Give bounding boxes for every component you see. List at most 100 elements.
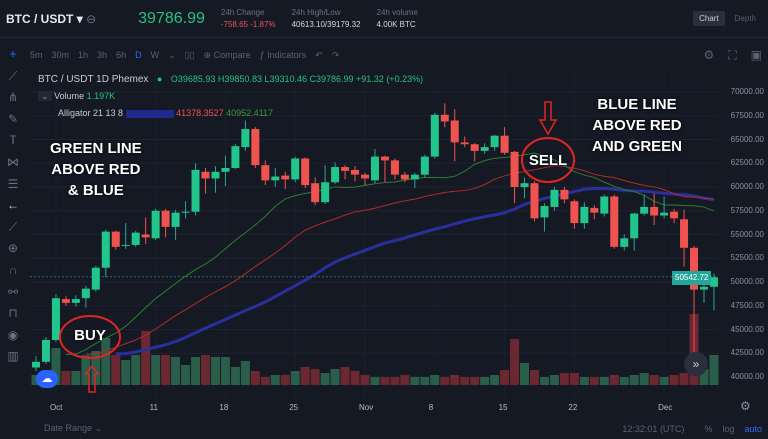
annotation-line: AND GREEN bbox=[592, 138, 683, 155]
trendline-icon[interactable]: ⟋ bbox=[8, 68, 18, 83]
time-tick-label: 22 bbox=[568, 403, 578, 412]
undo-icon[interactable]: ↶ bbox=[315, 49, 323, 60]
volume-bar bbox=[669, 375, 679, 385]
eye-icon[interactable]: ◉ bbox=[7, 327, 19, 342]
volume-bar bbox=[450, 375, 460, 385]
volume-bar bbox=[151, 355, 161, 385]
volume-bar bbox=[51, 348, 61, 385]
alligator-legend: Alligator 21 13 8 41378.3527 40952.4117 bbox=[58, 108, 273, 118]
alligator-jaw-value bbox=[125, 109, 174, 118]
volume-bar bbox=[599, 377, 609, 385]
camera-icon[interactable]: ▣ bbox=[750, 47, 762, 62]
volume-bar bbox=[589, 377, 599, 385]
interval-5m[interactable]: 5m bbox=[30, 50, 43, 60]
tab-chart[interactable]: Chart bbox=[693, 11, 725, 26]
volume-bar bbox=[569, 373, 579, 385]
volume-bar bbox=[191, 357, 201, 385]
percent-toggle[interactable]: % bbox=[704, 423, 713, 434]
indicators-label: Indicators bbox=[267, 50, 307, 60]
measure-icon[interactable]: ☰ bbox=[7, 176, 19, 191]
volume-bar bbox=[290, 371, 300, 385]
volume-bar bbox=[111, 355, 121, 385]
pitchfork-icon[interactable]: ⋔ bbox=[7, 90, 19, 105]
candle-body bbox=[590, 207, 599, 213]
volume-bar bbox=[330, 369, 340, 385]
pair-selector[interactable]: BTC / USDT ▾ ⊖ bbox=[6, 12, 96, 26]
annotation-blue-line: BLUE LINE ABOVE RED AND GREEN bbox=[592, 94, 682, 157]
chart-toolbar: 5m 30m 1h 3h 6h D W ⌄ ▯▯ ⊕ Compare ƒ Ind… bbox=[30, 44, 768, 66]
annotation-line: BLUE LINE bbox=[597, 96, 677, 113]
candle-body bbox=[161, 210, 170, 227]
alligator-jaw-line bbox=[115, 187, 715, 356]
annotation-line: ABOVE RED bbox=[592, 117, 682, 134]
price-tick-label: 67500.00 bbox=[730, 110, 764, 120]
brush-icon[interactable]: ✎ bbox=[7, 111, 19, 126]
zoom-in-icon[interactable]: ⊕ bbox=[7, 241, 19, 256]
candle-body bbox=[331, 167, 340, 183]
candle-body bbox=[709, 277, 718, 287]
magnet-icon[interactable]: ∩ bbox=[8, 262, 18, 277]
volume-bar bbox=[549, 375, 559, 385]
pattern-icon[interactable]: ⋈ bbox=[7, 154, 19, 169]
volume-bar bbox=[430, 375, 440, 385]
unlock-icon[interactable]: ⊓ bbox=[8, 306, 18, 321]
chevron-down-icon[interactable]: ⌄ bbox=[168, 49, 176, 60]
log-toggle[interactable]: log bbox=[722, 423, 735, 434]
date-range-label: Date Range bbox=[44, 423, 93, 433]
axis-settings-icon[interactable]: ⚙ bbox=[740, 399, 751, 413]
candle-body bbox=[510, 151, 519, 187]
volume-bar bbox=[240, 361, 250, 385]
auto-toggle[interactable]: auto bbox=[744, 423, 762, 434]
gear-icon[interactable]: ⚙ bbox=[703, 47, 715, 62]
alligator-lips-value: 40952.4117 bbox=[226, 108, 274, 118]
info-icon[interactable]: ⊖ bbox=[86, 11, 97, 26]
interval-6h[interactable]: 6h bbox=[116, 50, 127, 60]
interval-30m[interactable]: 30m bbox=[51, 50, 70, 60]
last-price: 39786.99 bbox=[138, 9, 205, 27]
bottom-bar: Date Range ⌄ 12:32:01 (UTC) % log auto bbox=[0, 418, 768, 439]
candle-body bbox=[321, 182, 330, 203]
candle-body bbox=[151, 210, 160, 239]
volume-bar bbox=[280, 375, 290, 385]
tab-depth[interactable]: Depth bbox=[734, 14, 756, 23]
volume-bar bbox=[171, 357, 181, 385]
scroll-to-realtime-button[interactable]: » bbox=[684, 352, 708, 376]
time-tick-label: 8 bbox=[428, 403, 434, 412]
candle-body bbox=[241, 129, 250, 148]
sell-circle bbox=[521, 137, 575, 183]
candle-body bbox=[410, 174, 419, 180]
trash-icon[interactable]: ▥ bbox=[7, 349, 19, 364]
candle-body bbox=[201, 171, 210, 179]
text-icon[interactable]: T bbox=[9, 133, 17, 148]
interval-3h[interactable]: 3h bbox=[97, 50, 108, 60]
candle-body bbox=[470, 144, 479, 151]
ruler-icon[interactable]: ⟋ bbox=[8, 219, 18, 234]
collapse-chevron-icon[interactable]: ⌄ bbox=[38, 91, 52, 101]
volume-bar bbox=[679, 373, 689, 385]
crosshair-icon[interactable]: + bbox=[9, 47, 17, 61]
lock-drawings-icon[interactable]: ⚯ bbox=[7, 284, 19, 299]
indicators-button[interactable]: ƒ Indicators bbox=[260, 50, 307, 60]
time-tick-label: Dec bbox=[658, 403, 673, 412]
date-range-dropdown[interactable]: Date Range ⌄ bbox=[44, 423, 102, 434]
candle-body bbox=[520, 183, 529, 187]
time-tick-label: Nov bbox=[359, 403, 374, 412]
cloud-icon[interactable]: ☁ bbox=[36, 370, 58, 388]
fullscreen-icon[interactable]: ⛶ bbox=[728, 47, 737, 62]
volume-bar bbox=[500, 370, 510, 385]
volume-bar bbox=[530, 370, 539, 385]
volume-bar bbox=[470, 377, 480, 385]
compare-button[interactable]: ⊕ Compare bbox=[204, 50, 251, 61]
volume-bar bbox=[639, 373, 649, 385]
stat-24h-high-low: 24h High/Low 40613.10/39179.32 bbox=[292, 7, 361, 31]
stat-24h-volume: 24h volume 4.00K BTC bbox=[377, 7, 418, 31]
back-arrow-icon[interactable]: ← bbox=[7, 198, 19, 213]
interval-w[interactable]: W bbox=[150, 50, 160, 60]
interval-d[interactable]: D bbox=[135, 50, 142, 60]
candle-type-icon[interactable]: ▯▯ bbox=[184, 49, 195, 60]
interval-1h[interactable]: 1h bbox=[78, 50, 89, 60]
redo-icon[interactable]: ↷ bbox=[331, 49, 340, 60]
chevron-down-icon: ▾ bbox=[76, 11, 83, 26]
volume-bar bbox=[629, 375, 639, 385]
